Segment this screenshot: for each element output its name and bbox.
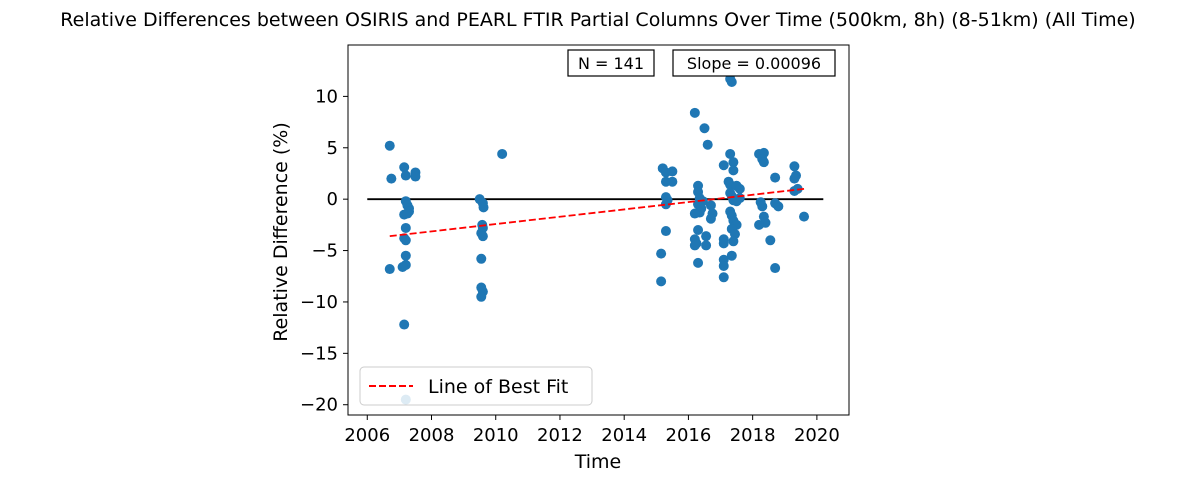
data-point-6 [410, 171, 421, 182]
x-tick-label-3: 2012 [537, 425, 583, 446]
data-point-88 [728, 236, 739, 247]
data-point-90 [726, 250, 737, 261]
data-point-12 [402, 208, 413, 219]
data-point-103 [765, 235, 776, 246]
x-tick-label-1: 2008 [409, 425, 455, 446]
data-point-41 [660, 226, 671, 237]
slope-annotation-box [672, 49, 836, 77]
y-tick-label-1: −15 [300, 343, 338, 364]
data-point-18 [397, 262, 408, 272]
x-tick-label-4: 2014 [601, 425, 647, 446]
data-point-43 [656, 276, 667, 287]
data-point-57 [705, 213, 716, 224]
data-point-92 [718, 260, 729, 271]
y-tick-label-5: 5 [327, 138, 338, 159]
data-point-64 [693, 257, 704, 268]
chart-title: Relative Differences between OSIRIS and … [60, 9, 1135, 31]
data-point-107 [770, 263, 781, 274]
plot-area [367, 56, 824, 405]
x-tick-label-6: 2018 [730, 425, 776, 446]
data-point-32 [497, 148, 508, 159]
data-point-71 [718, 160, 729, 171]
y-tick-label-0: −20 [300, 395, 338, 416]
data-point-70 [728, 165, 739, 176]
data-point-37 [667, 176, 678, 187]
x-axis-label: Time [574, 451, 622, 473]
data-point-93 [718, 272, 729, 283]
data-point-15 [400, 235, 411, 246]
data-point-108 [789, 161, 800, 172]
y-tick-label-2: −10 [300, 292, 338, 313]
data-point-63 [689, 240, 700, 251]
y-axis-label: Relative Difference (%) [270, 122, 292, 342]
data-point-4 [400, 170, 411, 181]
data-point-113 [799, 211, 810, 222]
data-point-104 [770, 172, 781, 183]
data-point-40 [660, 199, 671, 210]
data-point-75 [734, 183, 745, 194]
n-annotation-label: N = 141 [578, 54, 644, 73]
data-point-59 [701, 231, 712, 242]
n-annotation-box [567, 49, 655, 77]
data-point-44 [689, 107, 700, 118]
y-tick-label-3: −5 [311, 241, 338, 262]
data-point-46 [702, 139, 713, 150]
data-point-80 [731, 196, 742, 207]
data-point-106 [773, 201, 784, 212]
data-point-19 [399, 319, 410, 330]
data-point-35 [667, 166, 678, 177]
data-point-89 [718, 238, 729, 249]
data-point-27 [477, 231, 488, 242]
data-point-54 [689, 208, 700, 219]
plot-frame [347, 44, 850, 416]
data-point-0 [384, 140, 395, 151]
data-point-16 [400, 250, 411, 261]
data-point-112 [789, 185, 800, 196]
data-point-110 [789, 173, 800, 184]
data-point-23 [478, 202, 489, 213]
data-point-3 [399, 162, 410, 173]
data-point-1 [386, 173, 397, 184]
data-point-99 [757, 201, 768, 212]
x-tick-label-0: 2006 [344, 425, 390, 446]
data-point-42 [656, 248, 667, 259]
axes: 2006 2008 2010 2012 2014 2016 2018 2020 −20 −15 −1… [300, 44, 850, 446]
data-point-68 [725, 148, 736, 159]
x-tick-label-5: 2016 [666, 425, 712, 446]
legend: Line of Best Fit [359, 366, 593, 406]
legend-fit-line-label: Line of Best Fit [428, 376, 568, 398]
x-tick-label-7: 2020 [794, 425, 840, 446]
data-point-62 [701, 240, 712, 251]
y-tick-label-4: 0 [327, 189, 338, 210]
data-point-28 [476, 253, 487, 264]
data-point-67 [726, 77, 737, 87]
data-point-45 [699, 123, 710, 134]
n-annotation: N = 141 [567, 49, 655, 77]
x-tick-label-2: 2010 [473, 425, 519, 446]
data-point-102 [754, 219, 765, 230]
slope-annotation: Slope = 0.00096 [672, 49, 836, 77]
data-point-13 [400, 222, 411, 233]
slope-annotation-label: Slope = 0.00096 [687, 54, 821, 73]
data-point-97 [758, 157, 769, 168]
data-point-58 [693, 225, 704, 235]
legend-box [359, 366, 593, 406]
data-point-31 [476, 291, 487, 302]
data-point-55 [705, 200, 716, 211]
data-point-2 [384, 264, 395, 275]
data-point-69 [728, 157, 739, 168]
y-tick-label-6: 10 [315, 86, 338, 107]
